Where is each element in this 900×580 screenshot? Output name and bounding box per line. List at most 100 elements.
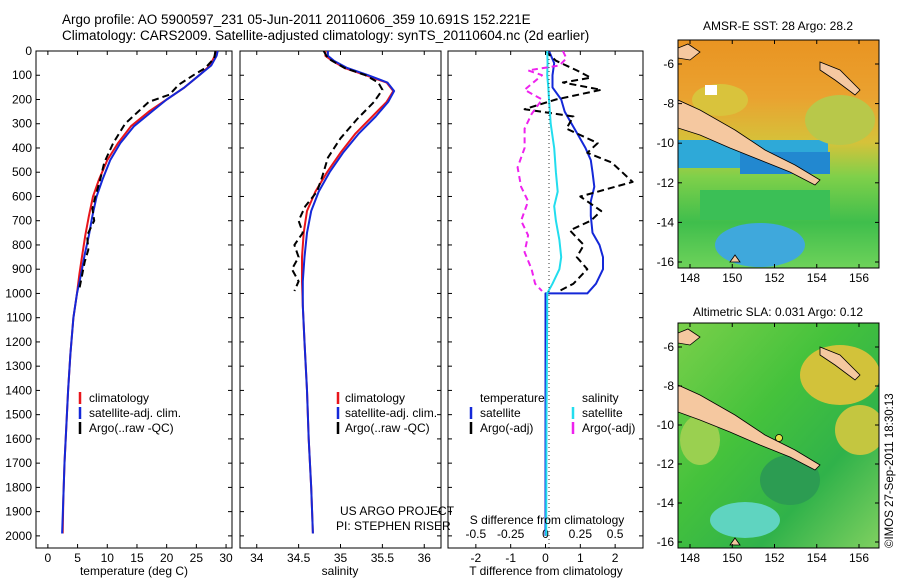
sst-map-frame xyxy=(677,39,880,269)
lat-tick-label: -12 xyxy=(657,176,675,190)
lat-tick-label: -10 xyxy=(657,136,675,150)
header-line1: Argo profile: AO 5900597_231 05-Jun-2011… xyxy=(62,12,531,27)
salinity-panel-frame xyxy=(239,50,442,549)
axis-ticks: 0100200300400500600700800900100011001200… xyxy=(5,44,643,565)
lat-tick-label: -14 xyxy=(657,215,675,229)
y-tick-label: 1800 xyxy=(5,480,32,494)
lon-tick-label: 152 xyxy=(764,271,784,285)
profile-series xyxy=(61,51,634,536)
lon-tick-label: 148 xyxy=(680,551,700,565)
legend-salinity-title: salinity xyxy=(582,391,619,405)
y-tick-label: 1400 xyxy=(5,383,32,397)
x-tick-label: 35.5 xyxy=(371,551,395,565)
y-tick-label: 700 xyxy=(12,214,32,228)
y-tick-label: 500 xyxy=(12,165,32,179)
differences-salinity-argo-adj--line xyxy=(516,51,568,292)
lon-tick-label: 152 xyxy=(764,551,784,565)
salinity-series-group xyxy=(290,51,396,534)
legend-satellite: satellite-adj. clim. xyxy=(345,406,437,420)
salinity-xlabel: salinity xyxy=(322,564,359,578)
legend-t-satellite: satellite xyxy=(480,406,521,420)
temperature-series-group xyxy=(61,51,219,534)
sla-map-title: Altimetric SLA: 0.031 Argo: 0.12 xyxy=(693,305,863,319)
y-tick-label: 1100 xyxy=(6,311,32,325)
y-tick-label: 2000 xyxy=(5,529,32,543)
header-line2: Climatology: CARS2009. Satellite-adjuste… xyxy=(62,28,589,43)
pi-annotation: PI: STEPHEN RISER xyxy=(336,519,451,533)
s-tick-label: -0.25 xyxy=(497,527,525,541)
y-tick-label: 1000 xyxy=(5,286,32,300)
differences-temperature-argo-adj--line xyxy=(523,51,634,292)
y-tick-label: 1900 xyxy=(5,505,32,519)
x-tick-label: -2 xyxy=(471,551,482,565)
x-tick-label: 35 xyxy=(334,551,348,565)
legend-climatology: climatology xyxy=(345,391,405,405)
lat-tick-label: -12 xyxy=(657,457,675,471)
x-tick-label: 34 xyxy=(250,551,264,565)
s-tick-label: 0.25 xyxy=(569,527,593,541)
temperature-argo-raw-qc--line xyxy=(78,51,217,289)
y-tick-label: 1500 xyxy=(5,408,32,422)
t-difference-xlabel: T difference from climatology xyxy=(469,564,623,578)
lat-tick-label: -8 xyxy=(663,379,674,393)
lon-tick-label: 150 xyxy=(722,551,742,565)
salinity-argo-raw-qc--line xyxy=(290,51,384,292)
lat-tick-label: -16 xyxy=(657,535,675,549)
y-tick-label: 800 xyxy=(12,238,32,252)
salinity-climatology-line xyxy=(301,51,395,534)
sla-map-ticks: -6 -8 -10 -12 -14 -16 148 150 152 154 156 xyxy=(657,323,879,565)
y-tick-label: 0 xyxy=(25,44,32,58)
legend-climatology: climatology xyxy=(89,391,149,405)
sla-map xyxy=(678,323,879,548)
x-tick-label: 15 xyxy=(130,551,144,565)
x-tick-label: 5 xyxy=(74,551,81,565)
x-tick-label: 25 xyxy=(190,551,204,565)
x-tick-label: 1 xyxy=(577,551,584,565)
x-tick-label: 0 xyxy=(45,551,52,565)
x-tick-label: 30 xyxy=(219,551,233,565)
legend-s-satellite: satellite xyxy=(582,406,623,420)
lat-tick-label: -6 xyxy=(663,57,674,71)
sst-map xyxy=(678,40,879,268)
y-tick-label: 1600 xyxy=(5,432,32,446)
lon-tick-label: 154 xyxy=(807,551,827,565)
temperature-satellite-adj-clim--line xyxy=(61,51,219,534)
y-tick-label: 600 xyxy=(12,189,32,203)
lat-tick-label: -6 xyxy=(663,340,674,354)
temperature-panel-frame xyxy=(35,50,233,549)
legend-temperature-title: temperature xyxy=(480,391,545,405)
lat-tick-label: -14 xyxy=(657,496,675,510)
lon-tick-label: 156 xyxy=(849,271,869,285)
s-tick-label: 0.5 xyxy=(607,527,624,541)
lat-tick-label: -16 xyxy=(657,255,675,269)
x-tick-label: 10 xyxy=(101,551,115,565)
y-tick-label: 300 xyxy=(12,117,32,131)
legend-t-argo: Argo(-adj) xyxy=(480,421,533,435)
salinity-legend: climatology satellite-adj. clim. Argo(..… xyxy=(336,391,437,435)
temperature-legend: climatology satellite-adj. clim. Argo(..… xyxy=(78,391,181,435)
s-tick-label: -0.5 xyxy=(466,527,487,541)
x-tick-label: 20 xyxy=(160,551,174,565)
difference-legend: temperature satellite Argo(-adj) salinit… xyxy=(469,391,635,435)
x-tick-label: 36 xyxy=(418,551,432,565)
legend-satellite: satellite-adj. clim. xyxy=(89,406,181,420)
lat-tick-label: -8 xyxy=(663,97,674,111)
sst-map-ticks: -6 -8 -10 -12 -14 -16 148 150 152 154 156 xyxy=(657,40,879,285)
y-tick-label: 200 xyxy=(12,92,32,106)
temperature-xlabel: temperature (deg C) xyxy=(80,564,188,578)
project-annotation: US ARGO PROJECT xyxy=(340,504,455,518)
x-tick-label: 0 xyxy=(542,551,549,565)
y-tick-label: 400 xyxy=(12,141,32,155)
y-tick-label: 900 xyxy=(12,262,32,276)
s-difference-xlabel: S difference from climatology xyxy=(470,513,625,527)
lon-tick-label: 148 xyxy=(680,271,700,285)
differences-temperature-satellite-line xyxy=(544,51,604,536)
differences-salinity-satellite-line xyxy=(545,51,563,536)
lon-tick-label: 150 xyxy=(722,271,742,285)
sst-map-title: AMSR-E SST: 28 Argo: 28.2 xyxy=(703,19,853,33)
x-tick-label: -1 xyxy=(505,551,516,565)
legend-argo: Argo(..raw -QC) xyxy=(345,421,430,435)
y-tick-label: 1300 xyxy=(5,359,32,373)
y-tick-label: 100 xyxy=(12,68,32,82)
lon-tick-label: 156 xyxy=(849,551,869,565)
